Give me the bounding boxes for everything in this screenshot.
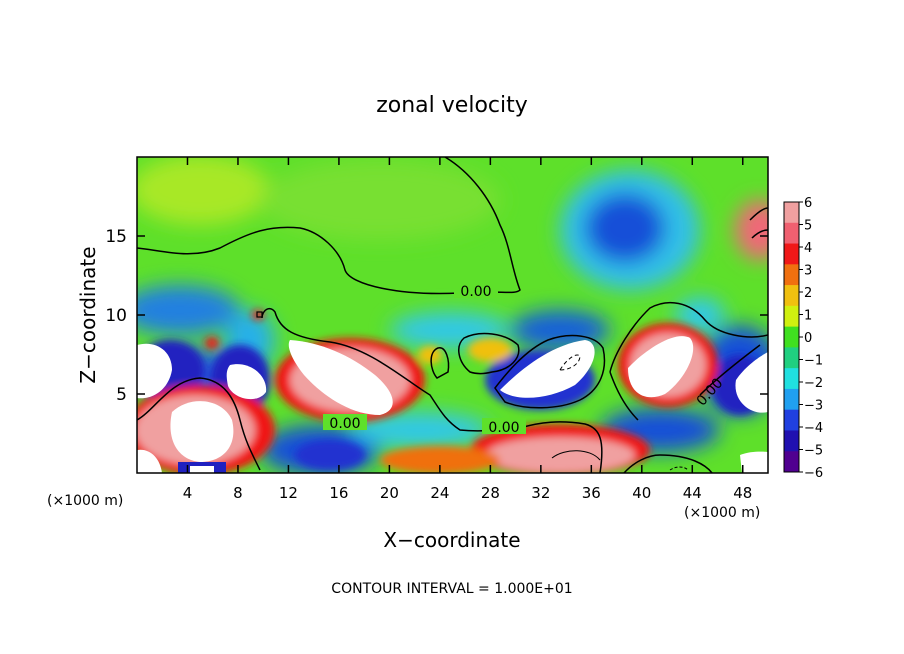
contour-label: 0.00 [488, 420, 519, 436]
x-tick-label: 36 [582, 484, 601, 502]
y-tick-label: 15 [105, 227, 127, 247]
colorbar-label: −2 [804, 376, 823, 391]
colorbar-swatch [784, 347, 799, 369]
x-tick-label: 8 [233, 484, 243, 502]
x-axis-ticks: 4 8 12 16 20 24 28 32 36 40 44 48 [183, 157, 752, 502]
x-tick-label: 48 [733, 484, 752, 502]
colorbar-label: 5 [804, 219, 812, 234]
colorbar-label: −3 [804, 399, 823, 414]
y-axis-ticks: 5 10 15 [105, 227, 768, 405]
x-tick-label: 44 [683, 484, 702, 502]
colorbar-swatch [784, 430, 799, 452]
colorbar-swatch [784, 326, 799, 348]
x-tick-label: 40 [632, 484, 651, 502]
x-axis-label: X−coordinate [383, 528, 520, 552]
colorbar-swatch [784, 264, 799, 286]
contour-label: 0.00 [460, 284, 491, 300]
x-tick-label: 20 [380, 484, 399, 502]
x-tick-label: 4 [183, 484, 193, 502]
colorbar-label: 3 [804, 264, 812, 279]
x-tick-label: 16 [329, 484, 348, 502]
colorbar-label: 6 [804, 196, 812, 211]
colorbar-label: −1 [804, 354, 823, 369]
colorbar-label: −4 [804, 421, 823, 436]
contour-label: 0.00 [329, 416, 360, 432]
y-tick-label: 5 [116, 385, 127, 405]
contour-lines [137, 157, 768, 473]
x-tick-label: 24 [430, 484, 449, 502]
saturated-regions [137, 336, 768, 473]
x-unit-left: (×1000 m) [47, 493, 123, 509]
chart-title: zonal velocity [376, 93, 528, 118]
x-unit-right: (×1000 m) [684, 505, 760, 521]
colorbar-label: 1 [804, 309, 812, 324]
heatmap-field [137, 157, 768, 473]
x-tick-label: 12 [279, 484, 298, 502]
colorbar-swatch [784, 368, 799, 390]
colorbar-swatch [784, 388, 799, 411]
colorbar-swatch [784, 222, 799, 245]
colorbar-swatch [784, 285, 799, 307]
colorbar-swatch [784, 202, 799, 224]
colorbar-label: 0 [804, 331, 812, 346]
y-axis-label: Z−coordinate [76, 246, 100, 383]
x-tick-label: 28 [481, 484, 500, 502]
x-tick-label: 32 [531, 484, 550, 502]
colorbar-swatch [784, 451, 799, 473]
colorbar: 6 5 4 3 2 1 0 −1 −2 −3 −4 −5 −6 [783, 196, 823, 481]
colorbar-label: 4 [804, 241, 812, 256]
colorbar-label: −5 [804, 444, 823, 459]
colorbar-swatch [784, 243, 799, 265]
colorbar-swatch [784, 409, 799, 431]
colorbar-label: 2 [804, 286, 812, 301]
contour-interval-note: CONTOUR INTERVAL = 1.000E+01 [331, 581, 572, 597]
y-tick-label: 10 [105, 306, 127, 326]
colorbar-swatch [784, 305, 799, 328]
colorbar-label: −6 [804, 466, 823, 481]
